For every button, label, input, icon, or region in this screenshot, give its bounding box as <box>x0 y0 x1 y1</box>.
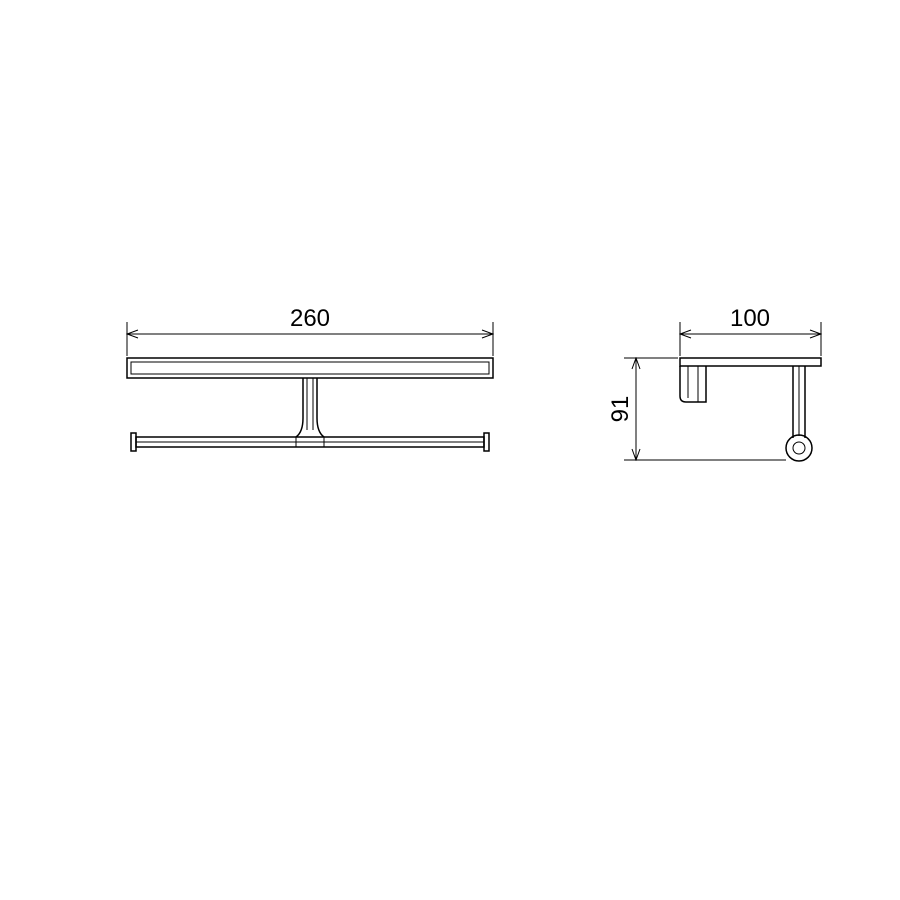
dimension-height: 91 <box>607 358 786 460</box>
front-stem <box>296 378 324 437</box>
front-shelf <box>127 358 493 378</box>
side-view: 100 91 <box>607 305 821 461</box>
dimension-width: 260 <box>127 305 493 356</box>
side-shelf <box>680 358 821 366</box>
width-label: 260 <box>290 305 330 332</box>
front-view: 260 <box>127 305 493 451</box>
height-label: 91 <box>607 396 634 423</box>
technical-drawing: 260 <box>0 0 900 900</box>
dimension-depth: 100 <box>680 305 821 356</box>
front-bar <box>131 433 489 451</box>
side-stem <box>793 366 805 438</box>
side-bracket <box>680 366 706 402</box>
depth-label: 100 <box>730 305 770 332</box>
side-bar-end <box>786 435 812 461</box>
